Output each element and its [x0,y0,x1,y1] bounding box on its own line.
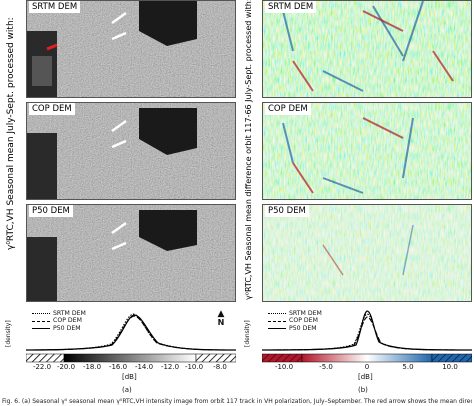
left-panel-srtm: SRTM DEM [26,0,236,98]
north-arrow: ▲ N [214,309,228,328]
right-panel-p50-label: P50 DEM [265,205,309,217]
left-histogram [26,313,236,363]
left-panel-srtm-image [27,1,235,97]
right-panel-p50: P50 DEM [262,204,472,302]
left-panel-cop-image [27,103,235,199]
right-panel-srtm-image [263,1,471,97]
left-panel-p50: P50 DEM [26,204,236,302]
right-panel-srtm-label: SRTM DEM [265,1,317,13]
right-axis-title: γ⁰RTC,VH Seasonal mean difference orbit … [244,0,253,300]
right-panel-cop: COP DEM [262,102,472,200]
right-legend: SRTM DEM COP DEM P50 DEM [268,310,322,332]
right-histogram [262,310,472,363]
right-panel-cop-image [263,103,471,199]
right-unit: [dB] [358,373,373,381]
left-panel-srtm-label: SRTM DEM [29,1,81,13]
left-panel-cop: COP DEM [26,102,236,200]
right-sublabel: (b) [358,386,368,394]
left-panel-cop-label: COP DEM [29,103,75,115]
north-arrow-icon: ▲ [217,309,225,319]
left-ticks: -22.0 -20.0 -18.0 -16.0 -14.0 -12.0 -10.… [32,363,227,371]
right-ticks: -10.0 -5.0 0 5.0 10.0 [274,363,458,371]
left-density-label: [density] [5,320,12,347]
figure-caption: Fig. 6. (a) Seasonal γ⁰ seasonal mean γ⁰… [2,398,472,405]
left-panel-p50-image [27,205,235,301]
left-unit: [dB] [122,373,137,381]
left-legend: SRTM DEM COP DEM P50 DEM [32,310,86,332]
left-axis-title: γ⁰RTC,VH Seasonal mean July-Sept. proces… [6,17,16,250]
right-panel-cop-label: COP DEM [265,103,311,115]
left-sublabel: (a) [122,386,132,394]
right-panel-srtm: SRTM DEM [262,0,472,98]
right-density-label: [density] [244,320,251,347]
right-panel-p50-image [263,205,471,301]
left-panel-p50-label: P50 DEM [29,205,73,217]
